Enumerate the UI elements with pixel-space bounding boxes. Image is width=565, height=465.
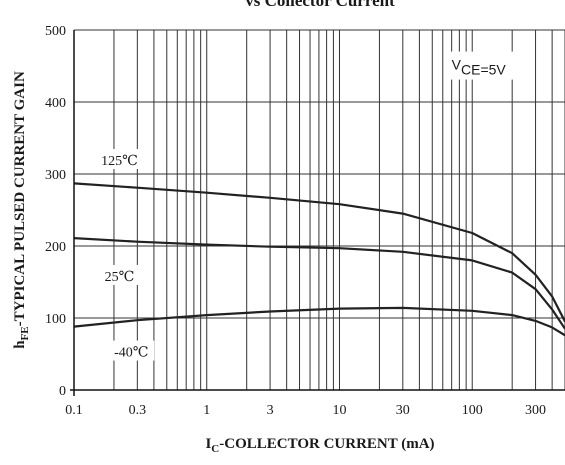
y-tick-label: 500 — [45, 24, 66, 39]
condition-label: VCE=5V — [452, 57, 507, 78]
x-tick-label: 0.1 — [65, 403, 83, 418]
series-label: -40℃ — [114, 346, 148, 361]
y-tick-label: 400 — [45, 96, 66, 111]
label-layer: 125℃ 25℃ -40℃ VCE=5V — [96, 51, 524, 361]
condition-label-sub: CE=5V — [461, 62, 506, 78]
y-axis-title-main: h — [12, 340, 28, 349]
x-axis-title: IC-COLLECTOR CURRENT (mA) — [205, 436, 434, 455]
y-tick-label: 0 — [59, 384, 66, 399]
x-tick-label: 100 — [462, 403, 483, 418]
series-curve — [73, 306, 565, 337]
x-axis-title-sub: C — [211, 443, 219, 455]
condition-label-main: V — [452, 57, 462, 73]
x-axis-title-rest: -COLLECTOR CURRENT (mA) — [219, 436, 434, 452]
x-tick-label: 300 — [525, 403, 546, 418]
x-tick-label: 10 — [332, 403, 346, 418]
x-tick-label: 1 — [203, 403, 210, 418]
y-tick-label: 200 — [45, 240, 66, 255]
condition-label-bg — [447, 51, 524, 80]
curve-layer — [73, 182, 565, 337]
grid-layer — [73, 29, 565, 391]
x-tick-label: 3 — [267, 403, 274, 418]
series-label-bg — [99, 264, 140, 285]
series-label-bg — [108, 340, 155, 361]
x-axis-title-main: I — [205, 436, 211, 452]
axis-layer: 0.1 0.3 1 3 10 30 100 300 0 100 200 300 400 500 — [45, 24, 565, 418]
y-tick-label: 300 — [45, 168, 66, 183]
series-curve — [73, 182, 565, 323]
series-label: 25℃ — [105, 270, 135, 285]
chart-title: vs Collector Current — [245, 0, 395, 10]
x-tick-label: 30 — [396, 403, 410, 418]
series-curve — [73, 237, 565, 330]
series-label: 125℃ — [101, 154, 138, 169]
y-tick-label: 100 — [45, 312, 66, 327]
series-label-bg — [96, 149, 143, 170]
y-axis-title: hFE-TYPICAL PULSED CURRENT GAIN — [12, 71, 31, 349]
y-axis-title-rest: -TYPICAL PULSED CURRENT GAIN — [12, 71, 28, 326]
x-tick-label: 0.3 — [129, 403, 147, 418]
y-axis-title-sub: FE — [19, 326, 31, 340]
